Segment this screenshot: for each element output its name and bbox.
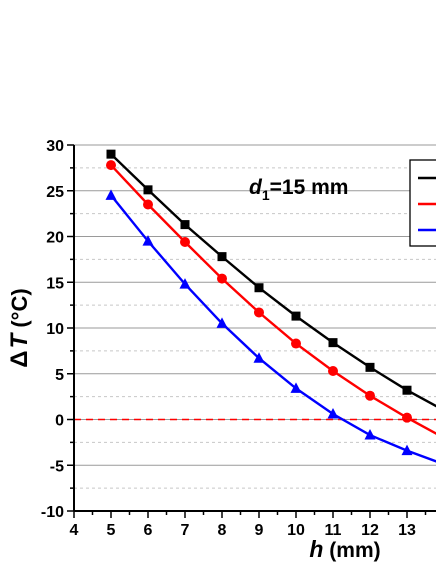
- series-line-2: [110, 164, 436, 435]
- series-line-3: [110, 194, 436, 463]
- y-tick-label: 10: [46, 321, 64, 338]
- data-point-s3-1: [105, 189, 117, 200]
- x-tick-label: 13: [398, 522, 416, 539]
- x-tick-label: 8: [218, 522, 227, 539]
- y-tick-label: 30: [46, 138, 64, 155]
- y-tick-label: -10: [41, 504, 64, 521]
- data-point-s1-2: [143, 185, 153, 195]
- data-point-s1-3: [180, 220, 190, 230]
- data-point-s2-7: [328, 366, 338, 377]
- data-point-s2-5: [254, 307, 264, 318]
- axes: -10-5051015202530456789101112131: [41, 138, 436, 539]
- data-point-s2-6: [291, 338, 301, 349]
- data-point-s1-4: [217, 252, 227, 262]
- x-tick-label: 4: [70, 522, 79, 539]
- data-point-s1-6: [291, 311, 301, 321]
- series-group: [105, 149, 436, 463]
- data-point-s2-2: [143, 199, 153, 210]
- y-tick-label: 20: [46, 230, 64, 247]
- data-point-s3-4: [216, 317, 228, 328]
- x-tick-label: 11: [325, 522, 342, 539]
- x-axis-label: h (mm): [309, 536, 380, 562]
- data-point-s3-2: [142, 235, 154, 246]
- data-point-s3-5: [253, 352, 265, 363]
- x-tick-label: 7: [181, 522, 190, 539]
- annotation-label: d1=15 mm: [249, 176, 348, 203]
- data-point-s2-8: [365, 390, 375, 401]
- data-point-s2-9: [402, 412, 412, 423]
- y-tick-label: 25: [46, 184, 64, 201]
- legend: [409, 159, 436, 247]
- grid-lines: [74, 144, 436, 489]
- y-tick-label: -5: [50, 458, 64, 475]
- data-point-s2-3: [180, 236, 190, 247]
- x-tick-label: 10: [287, 522, 305, 539]
- data-point-s3-7: [327, 408, 339, 419]
- data-point-s1-8: [365, 362, 375, 372]
- x-tick-label: 6: [144, 522, 153, 539]
- y-tick-label: 15: [46, 275, 64, 292]
- y-tick-label: 5: [55, 367, 64, 384]
- data-point-s2-4: [217, 273, 227, 284]
- data-point-s1-1: [106, 149, 116, 159]
- data-point-s3-9: [401, 444, 413, 456]
- x-tick-label: 9: [255, 522, 264, 539]
- data-point-s3-8: [364, 429, 376, 440]
- data-point-s2-1: [106, 160, 116, 171]
- y-axis-label: ΔT (°C): [6, 288, 33, 367]
- y-tick-label: 0: [55, 413, 64, 430]
- x-tick-label: 12: [361, 522, 379, 539]
- data-point-s1-5: [254, 283, 264, 293]
- data-point-s1-7: [328, 338, 338, 348]
- data-point-s1-9: [402, 385, 412, 395]
- data-point-s3-6: [290, 382, 302, 393]
- series-line-1: [110, 153, 436, 408]
- data-point-s3-3: [179, 278, 191, 289]
- x-tick-label: 5: [107, 522, 116, 539]
